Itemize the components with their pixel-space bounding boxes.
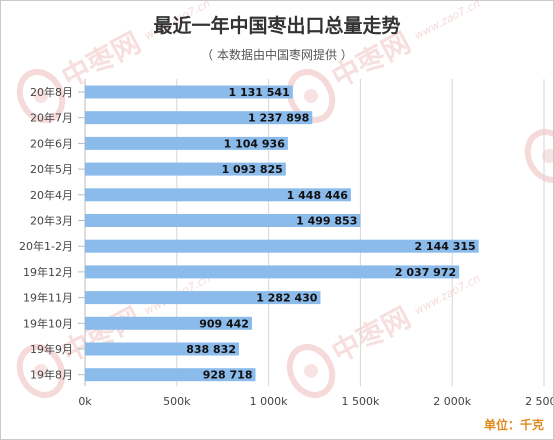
- bar-value-label: 1 448 446: [287, 189, 349, 202]
- watermark-seal-icon: [16, 344, 66, 398]
- y-category-label: 20年7月: [30, 111, 73, 125]
- bar-value-label: 1 093 825: [222, 163, 283, 176]
- watermark-seal-core-icon: [304, 89, 318, 103]
- y-category-label: 20年3月: [30, 214, 73, 228]
- watermark-seal-core-icon: [542, 149, 553, 163]
- unit-label: 单位：千克: [484, 417, 544, 432]
- y-category-label: 19年11月: [23, 291, 73, 305]
- bar: [85, 316, 252, 330]
- watermark-url: www.zao7.cn: [412, 1, 482, 42]
- bar: [85, 85, 293, 99]
- bar-value-label: 2 144 315: [414, 240, 475, 253]
- watermark-seal-icon: [286, 344, 336, 398]
- y-category-label: 19年9月: [30, 342, 73, 356]
- y-category-label: 20年6月: [30, 136, 73, 150]
- x-tick-label: 1 000k: [250, 395, 288, 408]
- bar-value-label: 1 104 936: [224, 137, 286, 150]
- watermark-seal-core-icon: [304, 364, 318, 378]
- watermark-seal-core-icon: [34, 89, 48, 103]
- x-tick-label: 2 000k: [433, 395, 471, 408]
- x-tick-label: 2 500k: [525, 395, 553, 408]
- y-category-label: 19年12月: [23, 265, 73, 279]
- bar: [85, 188, 351, 202]
- chart-subtitle: （ 本数据由中国枣网提供 ）: [201, 47, 353, 62]
- watermark-seal-icon: [16, 69, 66, 123]
- bar-value-label: 1 131 541: [229, 86, 290, 99]
- y-category-label: 20年1-2月: [19, 239, 73, 253]
- watermark-text: 中枣网: [56, 301, 146, 370]
- bar: [85, 136, 288, 150]
- watermark-text: 中枣网: [326, 301, 416, 370]
- bar-series: 1 131 541 1 237 898 1 104 936 1 093 825 1 44…: [85, 85, 479, 382]
- y-category-label: 20年8月: [30, 85, 73, 99]
- grid-lines: [84, 79, 545, 386]
- watermark-text: 中枣网: [56, 26, 146, 95]
- bar: [85, 162, 286, 176]
- watermark-seal-icon: [286, 69, 336, 123]
- bar: [85, 368, 256, 382]
- y-category-label: 19年10月: [23, 316, 73, 330]
- y-category-label: 20年4月: [30, 188, 73, 202]
- y-axis-labels: 20年8月 20年7月 20年6月 20年5月 20年4月 20年3月 20年1-2月 19年…: [19, 85, 85, 382]
- bar-value-label: 1 237 898: [248, 112, 309, 125]
- bar: [85, 111, 313, 125]
- bar-value-label: 909 442: [199, 317, 249, 330]
- x-tick-label: 500k: [163, 395, 191, 408]
- bar: [85, 342, 240, 356]
- bar: [85, 239, 479, 253]
- watermark-seal-icon: [524, 129, 553, 183]
- bar-value-label: 1 499 853: [296, 215, 357, 228]
- bar-value-label: 838 832: [186, 343, 236, 356]
- y-category-label: 20年5月: [30, 162, 73, 176]
- bar-value-label: 2 037 972: [395, 266, 456, 279]
- x-tick-label: 0k: [78, 395, 92, 408]
- chart-title: 最近一年中国枣出口总量走势: [153, 14, 400, 37]
- bar: [85, 265, 460, 279]
- bar: [85, 214, 361, 227]
- bar: [85, 291, 321, 305]
- x-axis-labels: 0k 500k 1 000k 1 500k 2 000k 2 500k: [78, 395, 553, 408]
- y-category-label: 19年8月: [30, 368, 73, 382]
- watermark-logo: [524, 129, 553, 183]
- bar-value-label: 928 718: [203, 369, 253, 382]
- x-tick-label: 1 500k: [341, 395, 379, 408]
- watermark-seal-core-icon: [34, 364, 48, 378]
- bar-value-label: 1 282 430: [256, 292, 318, 305]
